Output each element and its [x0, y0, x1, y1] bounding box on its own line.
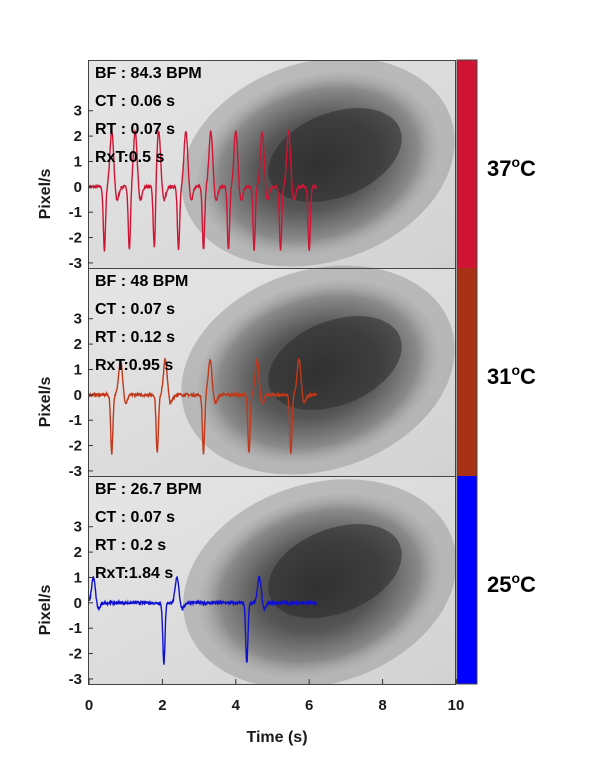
y-tick-label: -1	[69, 204, 82, 221]
annotation-2: RT : 0.07 s	[95, 121, 175, 138]
y-tick-label: 0	[74, 595, 82, 612]
temperature-label: 31oC	[487, 362, 536, 389]
colorbar: 37oC 31oC 25oC	[456, 59, 536, 685]
panel-25: BF : 26.7 BPM CT : 0.07 s RT : 0.2 s RxT:1.…	[88, 476, 456, 685]
organoid-core	[268, 524, 402, 618]
y-tick-label: 0	[74, 179, 82, 196]
annotation-0: BF : 48 BPM	[95, 273, 188, 290]
annotation-1: CT : 0.06 s	[95, 93, 175, 110]
temperature-label: 25oC	[487, 570, 536, 597]
x-axis: Time (s) 0 2 4 6 8 10	[85, 679, 465, 746]
signal-trace-31	[88, 357, 318, 455]
y-tick-label: -2	[69, 438, 82, 455]
y-tick-label: -2	[69, 646, 82, 663]
y-tick-label: 1	[74, 153, 82, 170]
y-tick-label: -1	[69, 620, 82, 637]
annotation-3: RxT:1.84 s	[95, 565, 173, 582]
temperature-value: 31	[487, 364, 511, 389]
y-tick-label: 0	[74, 387, 82, 404]
annotation-3: RxT:0.95 s	[95, 357, 173, 374]
annotation-2: RT : 0.12 s	[95, 329, 175, 346]
y-axis-label: Pixel/s	[37, 377, 54, 428]
x-tick-label: 10	[448, 697, 465, 714]
temperature-value: 25	[487, 572, 511, 597]
y-tick-label: 1	[74, 361, 82, 378]
y-tick-label: 3	[74, 519, 82, 536]
signal-trace-25	[88, 575, 317, 665]
x-axis-label: Time (s)	[246, 729, 307, 746]
y-tick-label: 2	[74, 544, 82, 561]
y-tick-label: -3	[69, 255, 82, 272]
colorbar-frame	[456, 59, 478, 685]
temperature-value: 37	[487, 156, 511, 181]
annotation-3: RxT:0.5 s	[95, 149, 164, 166]
panel-31: BF : 48 BPM CT : 0.07 s RT : 0.12 s RxT:0.9…	[88, 265, 456, 476]
x-tick-label: 4	[232, 697, 241, 714]
organoid-core	[268, 108, 402, 202]
y-tick-label: 2	[74, 336, 82, 353]
colorbar-segment	[457, 268, 477, 476]
signal-trace-37	[88, 129, 318, 252]
panel-37: BF : 84.3 BPM CT : 0.06 s RT : 0.07 s RxT:0…	[88, 60, 456, 268]
colorbar-segment	[457, 60, 477, 268]
y-axis-label: Pixel/s	[37, 585, 54, 636]
y-tick-label: -3	[69, 463, 82, 480]
annotation-1: CT : 0.07 s	[95, 301, 175, 318]
x-tick-label: 0	[85, 697, 93, 714]
y-tick-label: 1	[74, 569, 82, 586]
annotation-2: RT : 0.2 s	[95, 537, 166, 554]
y-tick-label: -2	[69, 230, 82, 247]
y-tick-label: 3	[74, 311, 82, 328]
y-tick-label: 2	[74, 128, 82, 145]
temperature-label: 37oC	[487, 154, 536, 181]
annotation-0: BF : 84.3 BPM	[95, 65, 202, 82]
panel-frame	[88, 476, 456, 685]
y-tick-label: -3	[69, 671, 82, 688]
y-axis-label: Pixel/s	[37, 169, 54, 220]
x-tick-label: 6	[305, 697, 313, 714]
x-tick-label: 8	[378, 697, 386, 714]
annotation-1: CT : 0.07 s	[95, 509, 175, 526]
colorbar-segment	[457, 476, 477, 684]
annotation-0: BF : 26.7 BPM	[95, 481, 202, 498]
y-tick-label: -1	[69, 412, 82, 429]
y-tick-label: 3	[74, 103, 82, 120]
x-tick-label: 2	[158, 697, 166, 714]
